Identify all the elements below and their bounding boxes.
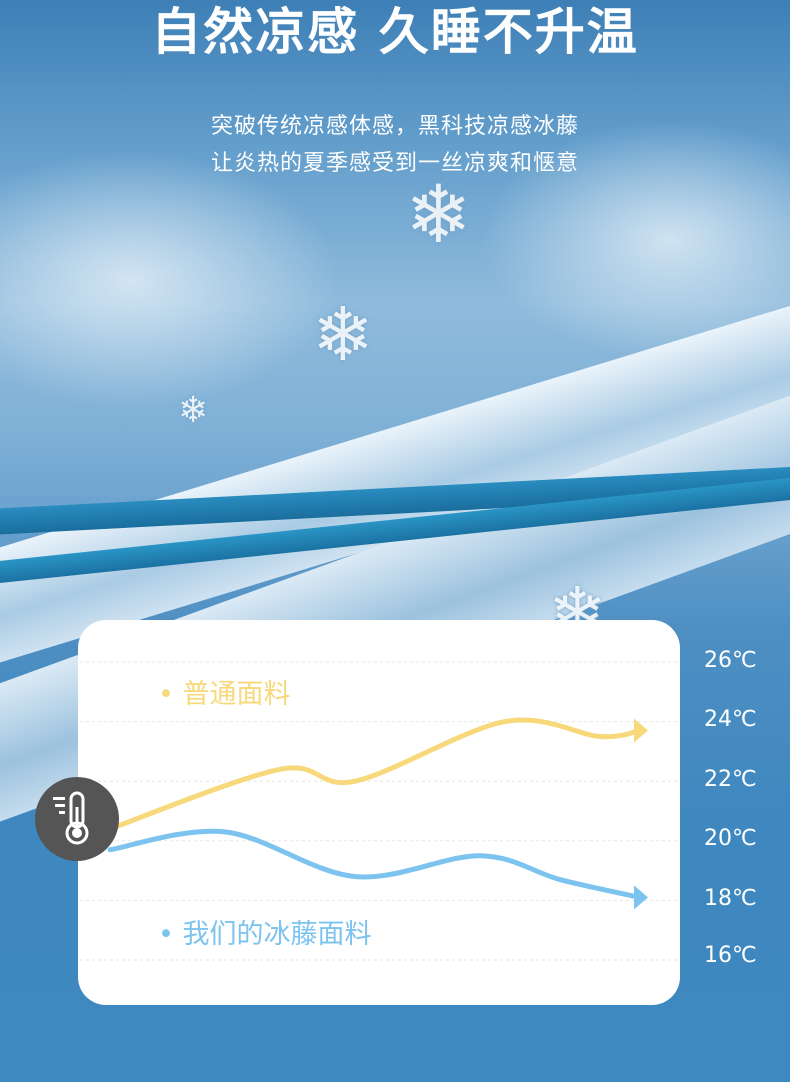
legend-label: 我们的冰藤面料 [182,919,372,950]
cloud [480,120,790,360]
subtitle-line-2: 让炎热的夏季感受到一丝凉爽和惬意 [210,151,579,176]
arrow-head [634,718,648,743]
subtitle-line-1: 突破传统凉感体感，黑科技凉感冰藤 [210,114,579,139]
y-tick: 26℃ [704,648,757,673]
snowflake-icon: ❄ [312,292,375,378]
cloud [0,150,340,410]
legend-regular: • 普通面料 [158,679,291,710]
legend-ours: • 我们的冰藤面料 [158,919,372,950]
snowflake-icon: ❄ [178,390,209,431]
thermometer-icon [35,777,119,861]
y-tick: 24℃ [704,707,757,732]
snowflake-icon: ❄ [405,168,473,261]
arrow-head [634,885,648,910]
page-title: 自然凉感 久睡不升温 [151,3,639,61]
y-tick: 20℃ [704,826,757,851]
y-tick: 22℃ [704,767,757,792]
chart-card [78,620,680,1005]
legend-label: 普通面料 [182,679,291,710]
series-line [107,828,643,900]
y-tick: 18℃ [704,886,757,911]
series-line [107,717,643,832]
y-tick: 16℃ [704,943,757,968]
